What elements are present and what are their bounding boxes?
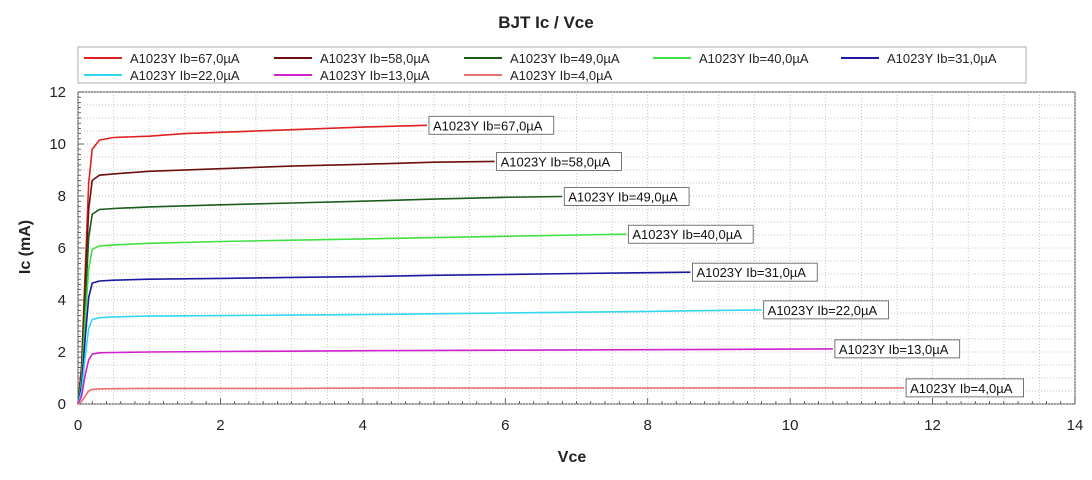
x-tick-label: 8 — [644, 417, 652, 434]
y-axis-label: Ic (mA) — [17, 220, 34, 274]
legend-box — [77, 46, 1027, 84]
legend-label: A1023Y Ib=40,0µA — [699, 51, 809, 66]
svg-text:A1023Y Ib=49,0µA: A1023Y Ib=49,0µA — [568, 190, 678, 205]
x-axis-label: Vce — [558, 449, 587, 466]
x-tick-label: 12 — [924, 417, 941, 434]
y-tick-label: 4 — [58, 292, 66, 309]
legend-label: A1023Y Ib=58,0µA — [320, 51, 430, 66]
svg-text:A1023Y Ib=13,0µA: A1023Y Ib=13,0µA — [839, 342, 949, 357]
legend-entry: A1023Y Ib=31,0µA — [841, 51, 997, 66]
series-end-label: A1023Y Ib=67,0µA — [428, 115, 555, 135]
series-line — [77, 271, 691, 405]
legend-entry: A1023Y Ib=67,0µA — [84, 51, 240, 66]
legend-entry: A1023Y Ib=4,0µA — [464, 68, 613, 83]
y-tick-label: 2 — [58, 344, 66, 361]
svg-text:A1023Y Ib=40,0µA: A1023Y Ib=40,0µA — [632, 227, 742, 242]
legend-entry: A1023Y Ib=40,0µA — [653, 51, 809, 66]
x-tick-label: 0 — [74, 417, 82, 434]
y-tick-label: 10 — [49, 136, 66, 153]
series-end-label: A1023Y Ib=40,0µA — [627, 224, 754, 244]
y-tick-label: 8 — [58, 188, 66, 205]
series-line — [77, 309, 762, 405]
legend-label: A1023Y Ib=31,0µA — [887, 51, 997, 66]
legend-entry: A1023Y Ib=22,0µA — [84, 68, 240, 83]
series-end-label: A1023Y Ib=49,0µA — [563, 187, 690, 206]
legend-entry: A1023Y Ib=58,0µA — [274, 51, 430, 66]
x-tick-label: 4 — [359, 417, 367, 434]
series-end-label: A1023Y Ib=58,0µA — [496, 152, 622, 171]
series-line — [77, 348, 833, 405]
series-line — [77, 387, 905, 405]
chart-title: BJT Ic / Vce — [498, 13, 593, 32]
series-line — [77, 195, 563, 405]
legend-entry: A1023Y Ib=13,0µA — [274, 68, 430, 83]
svg-text:A1023Y Ib=67,0µA: A1023Y Ib=67,0µA — [433, 118, 543, 133]
y-tick-label: 12 — [49, 84, 66, 101]
x-tick-label: 14 — [1067, 417, 1084, 434]
y-tick-label: 0 — [58, 396, 66, 413]
x-tick-label: 6 — [501, 417, 509, 434]
series-line — [77, 160, 495, 405]
series-annotations: A1023Y Ib=67,0µA A1023Y Ib=58,0µA A1023Y I… — [428, 115, 1024, 398]
legend: A1023Y Ib=67,0µA A1023Y Ib=58,0µA A1023Y I… — [77, 46, 1027, 84]
svg-text:A1023Y Ib=22,0µA: A1023Y Ib=22,0µA — [768, 303, 878, 318]
series-group — [77, 124, 905, 405]
series-end-label: A1023Y Ib=22,0µA — [763, 300, 889, 320]
legend-label: A1023Y Ib=22,0µA — [130, 68, 240, 83]
series-line — [77, 233, 627, 405]
legend-entry: A1023Y Ib=49,0µA — [464, 51, 620, 66]
legend-label: A1023Y Ib=13,0µA — [320, 68, 430, 83]
axis-ticks: 0 2 4 6 8 10 12 14 0 2 4 6 8 10 12 — [49, 84, 1083, 434]
svg-text:A1023Y Ib=4,0µA: A1023Y Ib=4,0µA — [910, 381, 1013, 396]
x-tick-label: 2 — [216, 417, 224, 434]
legend-label: A1023Y Ib=49,0µA — [510, 51, 620, 66]
svg-text:A1023Y Ib=58,0µA: A1023Y Ib=58,0µA — [501, 154, 611, 169]
x-tick-label: 10 — [782, 417, 799, 434]
series-end-label: A1023Y Ib=31,0µA — [692, 262, 818, 282]
y-tick-label: 6 — [58, 240, 66, 257]
legend-label: A1023Y Ib=67,0µA — [130, 51, 240, 66]
series-end-label: A1023Y Ib=13,0µA — [834, 339, 961, 359]
legend-label: A1023Y Ib=4,0µA — [510, 68, 613, 83]
series-end-label: A1023Y Ib=4,0µA — [905, 378, 1024, 398]
svg-text:A1023Y Ib=31,0µA: A1023Y Ib=31,0µA — [696, 265, 806, 280]
